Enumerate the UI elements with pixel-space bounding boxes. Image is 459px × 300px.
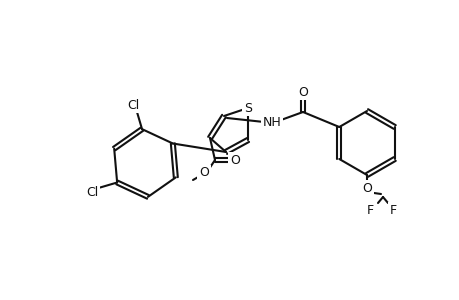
Text: O: O [361, 182, 371, 194]
Text: S: S [243, 101, 252, 115]
Text: NH: NH [262, 116, 281, 128]
Text: O: O [199, 167, 208, 179]
Text: F: F [389, 203, 396, 217]
Text: O: O [297, 85, 307, 98]
Text: Cl: Cl [127, 99, 139, 112]
Text: O: O [230, 154, 240, 166]
Text: F: F [366, 203, 373, 217]
Text: Cl: Cl [86, 186, 98, 199]
